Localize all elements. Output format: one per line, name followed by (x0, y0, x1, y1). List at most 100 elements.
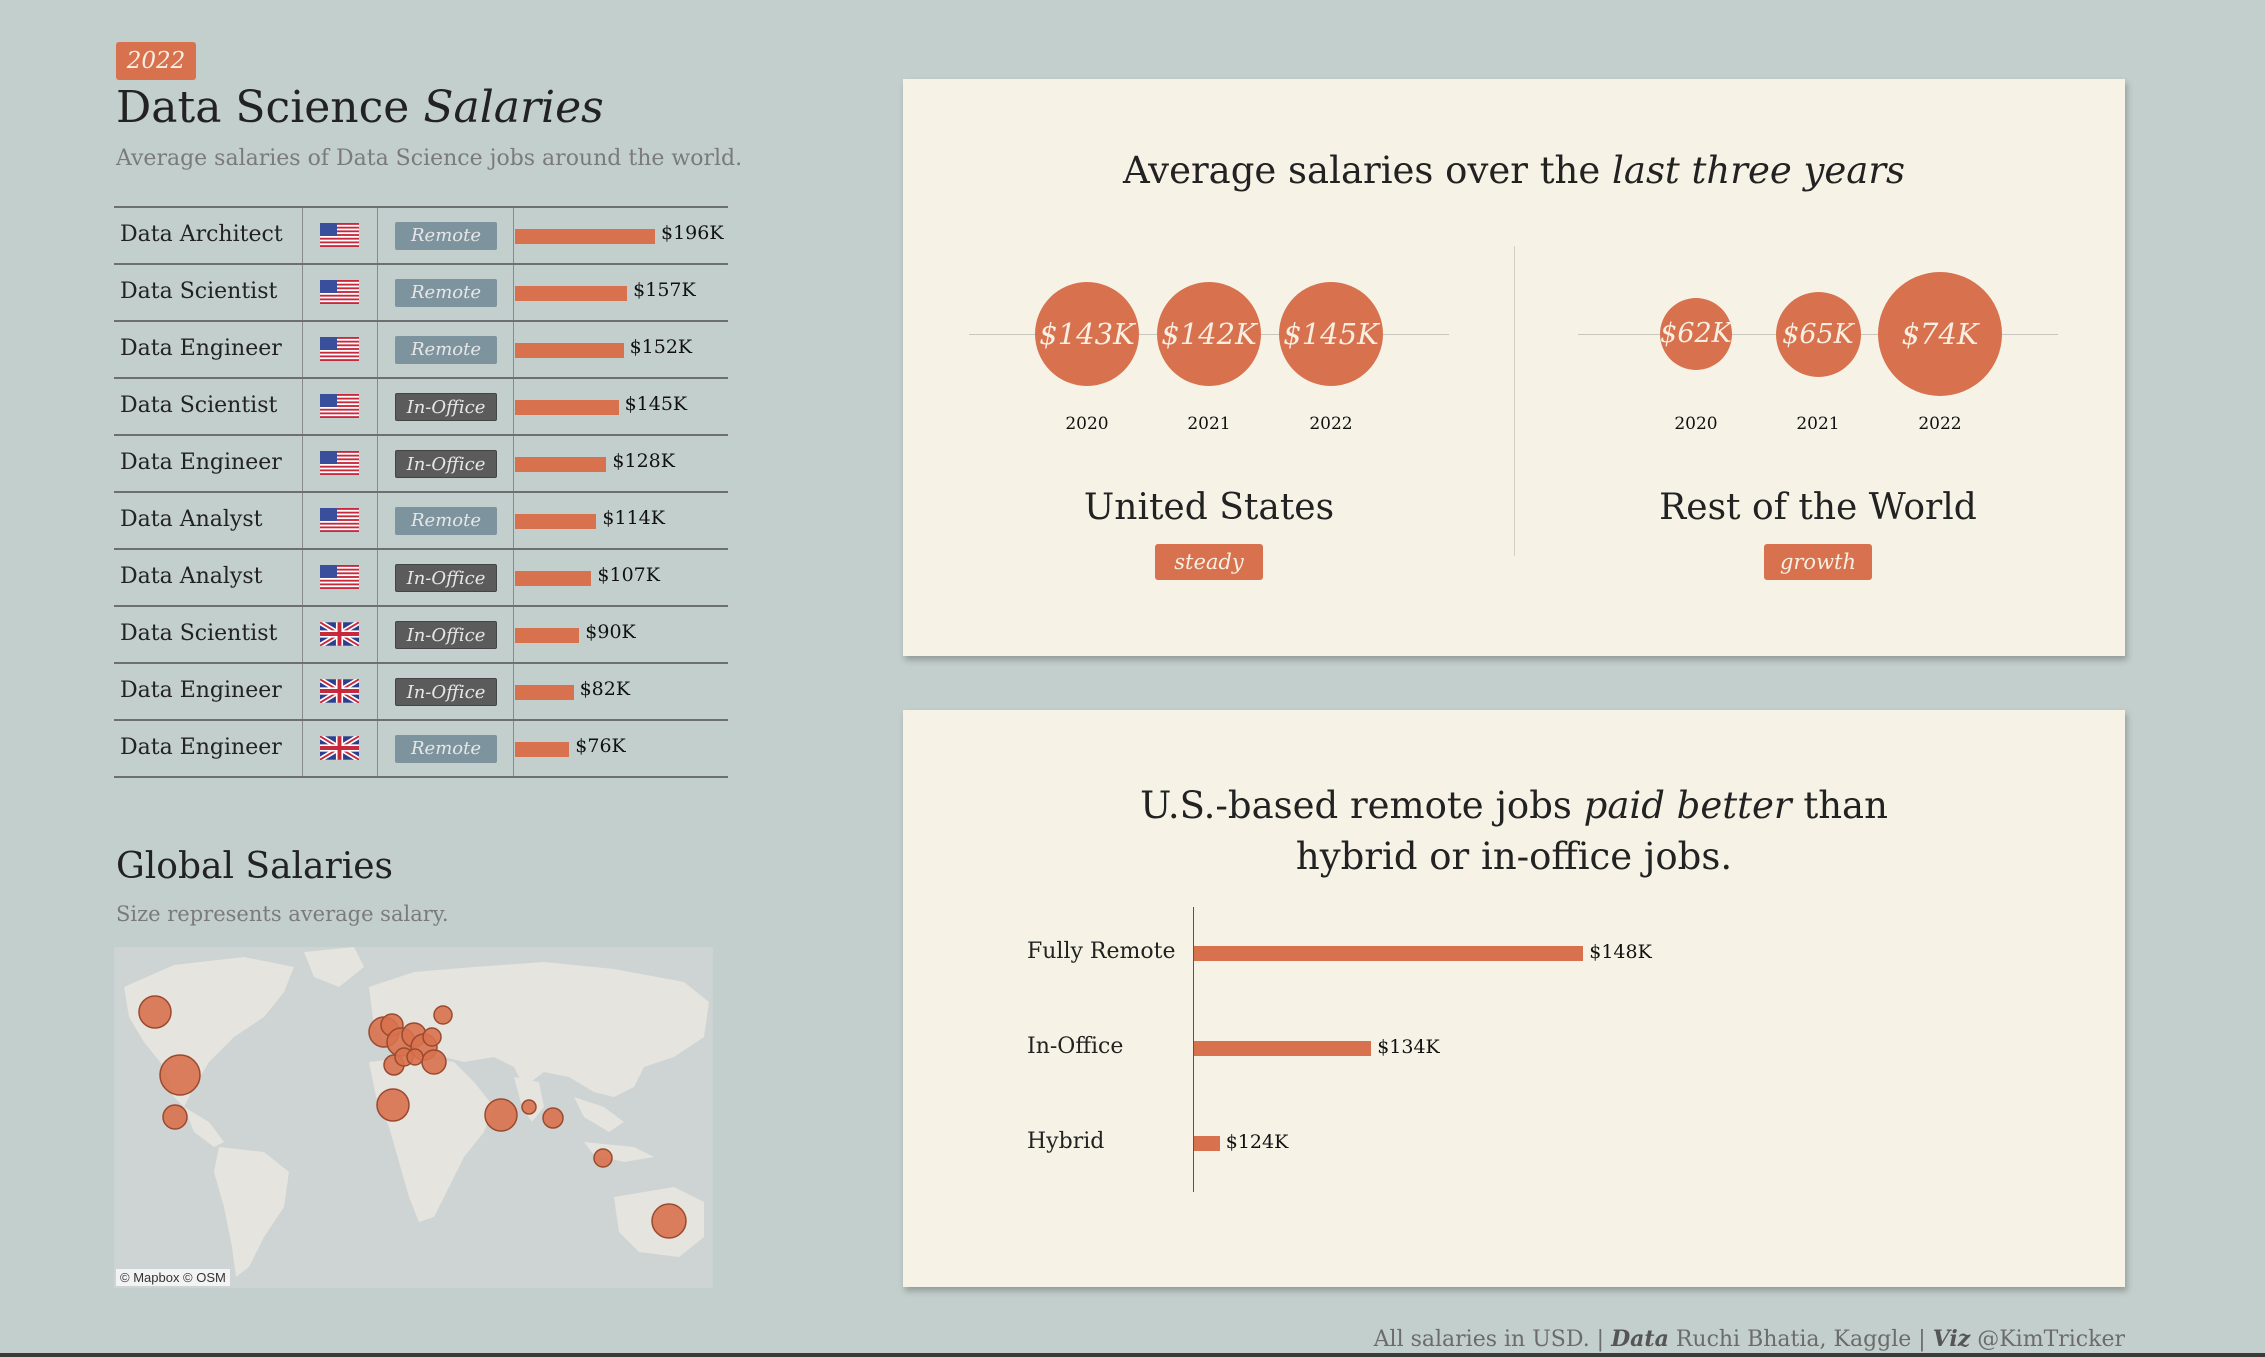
trend-badge: steady (1155, 544, 1263, 580)
yearly-title-plain: Average salaries over the (1122, 149, 1613, 192)
footer: All salaries in USD. | Data Ruchi Bhatia… (1374, 1326, 2125, 1352)
column-divider (377, 664, 378, 719)
column-divider (377, 550, 378, 605)
table-row: Data Engineer In-Office $82K (114, 664, 728, 721)
work-setting-tag: Remote (395, 507, 497, 535)
column-divider (377, 379, 378, 434)
column-divider (302, 493, 303, 548)
work-setting-tag: In-Office (395, 393, 497, 421)
page-subtitle: Average salaries of Data Science jobs ar… (116, 146, 743, 171)
column-divider (302, 607, 303, 662)
us-flag-icon (320, 565, 359, 590)
work-setting-tag: Remote (395, 279, 497, 307)
work-setting-tag: Remote (395, 735, 497, 763)
job-title: Data Architect (120, 222, 283, 247)
column-divider (513, 721, 514, 776)
footer-sep2: | (1911, 1327, 1933, 1352)
bar-axis (1193, 907, 1194, 1192)
title-italic: Salaries (423, 82, 604, 133)
column-divider (377, 493, 378, 548)
column-divider (302, 721, 303, 776)
footer-data-value: Ruchi Bhatia, Kaggle (1668, 1327, 1912, 1352)
salary-label: $76K (575, 735, 626, 757)
column-divider (513, 322, 514, 377)
us-flag-icon (320, 508, 359, 533)
table-row: Data Scientist In-Office $145K (114, 379, 728, 436)
value-label: $124K (1225, 1131, 1289, 1153)
footer-note: All salaries in USD. (1373, 1327, 1590, 1352)
ws-title-italic: paid better (1583, 784, 1792, 827)
column-divider (513, 607, 514, 662)
ws-title-rest: than (1791, 784, 1888, 827)
salary-label: $128K (612, 450, 675, 472)
table-row: Data Scientist Remote $157K (114, 265, 728, 322)
column-divider (302, 322, 303, 377)
work-setting-panel: U.S.-based remote jobs paid better than … (903, 710, 2125, 1287)
region-label: United States (1083, 487, 1335, 528)
global-salaries-title: Global Salaries (116, 846, 394, 887)
table-row: Data Engineer Remote $152K (114, 322, 728, 379)
salary-label: $114K (602, 507, 665, 529)
yearly-salaries-panel: Average salaries over the last three yea… (903, 79, 2125, 656)
column-divider (302, 208, 303, 263)
value-label: $148K (1589, 941, 1652, 963)
salary-bar (515, 571, 592, 586)
us-flag-icon (320, 394, 359, 419)
category-label: Hybrid (1027, 1129, 1105, 1154)
salary-bar (515, 286, 628, 301)
yearly-title-italic: last three years (1612, 149, 1906, 192)
us-flag-icon (320, 337, 359, 362)
work-setting-title: U.S.-based remote jobs paid better than … (903, 780, 2125, 882)
column-divider (302, 664, 303, 719)
salary-label: $107K (597, 564, 660, 586)
job-title: Data Analyst (120, 507, 263, 532)
year-badge: 2022 (116, 42, 196, 80)
table-row: Data Scientist In-Office $90K (114, 607, 728, 664)
salary-bubble: $74K (1878, 272, 2002, 396)
work-setting-bar (1194, 1136, 1220, 1151)
job-title: Data Scientist (120, 279, 278, 304)
table-row: Data Analyst Remote $114K (114, 493, 728, 550)
work-setting-tag: In-Office (395, 678, 497, 706)
salary-label: $145K (624, 393, 688, 415)
salary-bubble: $145K (1279, 282, 1383, 386)
footer-viz-label: Viz (1932, 1326, 1971, 1352)
year-label: 2022 (1309, 414, 1353, 434)
column-divider (377, 436, 378, 491)
work-setting-tag: Remote (395, 222, 497, 250)
world-map[interactable]: © Mapbox © OSM (114, 947, 713, 1288)
salary-bar (515, 742, 570, 757)
year-label: 2021 (1187, 414, 1231, 434)
job-title: Data Engineer (120, 678, 282, 703)
salary-table: Data Architect Remote $196K Data Scientist R… (114, 206, 728, 778)
column-divider (302, 436, 303, 491)
salary-bar (515, 514, 597, 529)
work-setting-title-line1: U.S.-based remote jobs paid better than (903, 780, 2125, 831)
uk-flag-icon (318, 620, 361, 648)
table-row: Data Engineer In-Office $128K (114, 436, 728, 493)
salary-bar (515, 400, 619, 415)
category-label: In-Office (1027, 1034, 1124, 1059)
table-row: Data Engineer Remote $76K (114, 721, 728, 778)
job-title: Data Analyst (120, 564, 263, 589)
panel-divider (1514, 246, 1515, 556)
job-title: Data Scientist (120, 621, 278, 646)
salary-bubble: $143K (1035, 282, 1139, 386)
column-divider (302, 550, 303, 605)
salary-bubble: $142K (1157, 282, 1261, 386)
job-title: Data Engineer (120, 450, 282, 475)
year-label: 2021 (1796, 414, 1840, 434)
column-divider (513, 493, 514, 548)
salary-bar (515, 457, 607, 472)
work-setting-tag: In-Office (395, 450, 497, 478)
column-divider (513, 265, 514, 320)
region-label: Rest of the World (1659, 487, 1977, 528)
work-setting-tag: In-Office (395, 564, 497, 592)
footer-viz-value: @KimTricker (1970, 1327, 2125, 1352)
salary-label: $152K (629, 336, 693, 358)
world-map-graphic (114, 947, 713, 1288)
salary-bubble: $62K (1660, 298, 1732, 370)
column-divider (513, 664, 514, 719)
work-setting-bar (1194, 946, 1584, 961)
salary-label: $82K (579, 678, 631, 700)
